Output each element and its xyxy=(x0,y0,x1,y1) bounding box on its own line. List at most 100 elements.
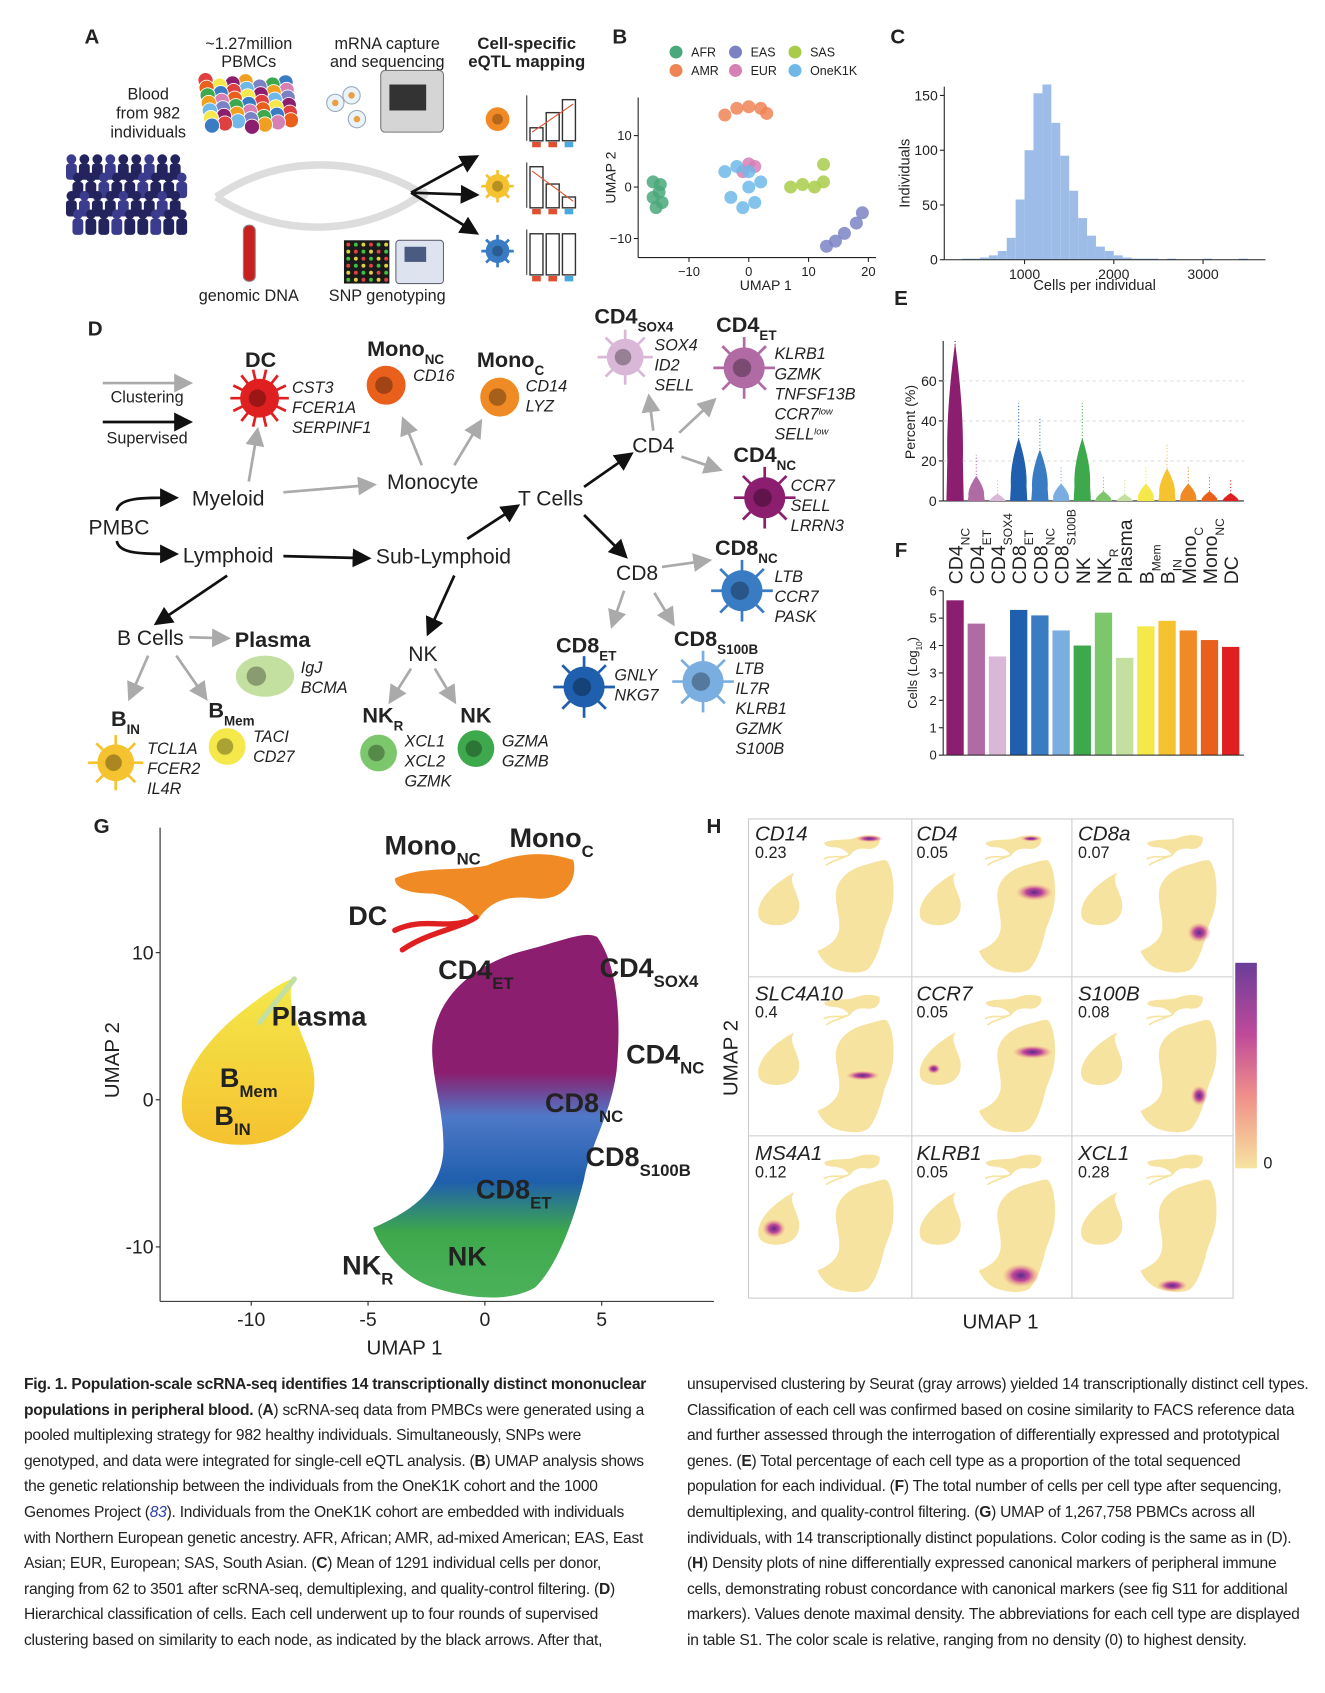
density-plot xyxy=(1081,994,1217,1133)
gene-label: SOX4 xyxy=(654,337,697,355)
category-label: NKR xyxy=(1094,548,1121,584)
hub-node: Monocyte xyxy=(387,471,478,494)
density-hotspot xyxy=(1015,883,1053,901)
a-text: genomic DNA xyxy=(199,287,299,305)
y-tick-label: 5 xyxy=(929,611,936,626)
category-label-sub: SOX4 xyxy=(1001,513,1015,545)
supervised-arrow xyxy=(115,540,180,564)
snp-dot xyxy=(346,242,351,247)
histogram-bar xyxy=(1069,190,1079,260)
a-text: eQTL mapping xyxy=(468,52,585,71)
flow-curve xyxy=(214,161,430,201)
hub-node: PMBC xyxy=(89,516,150,539)
umap-label-main: CD4 xyxy=(600,953,654,983)
umap-cluster xyxy=(1104,1192,1117,1208)
cell xyxy=(485,174,510,199)
clustering-arrow xyxy=(388,667,413,705)
a-text: PBMCs xyxy=(221,53,276,71)
gene-name: SELL xyxy=(774,425,814,443)
cell-label: CD4SOX4 xyxy=(594,304,674,335)
mini-bar xyxy=(561,196,577,209)
person-head xyxy=(92,191,103,201)
caption-text: ) scRNA-seq data from PMBCs were generat… xyxy=(24,1401,644,1470)
cell-label-main: Mono xyxy=(477,347,535,372)
density-plot xyxy=(919,994,1056,1133)
snp-dot xyxy=(369,242,373,247)
a-text: Cell-specific xyxy=(477,34,576,53)
category-label-main: CD4 xyxy=(946,545,968,584)
category-label-main: CD8 xyxy=(1009,545,1031,584)
person-head xyxy=(111,209,122,220)
snp-dot xyxy=(376,249,381,254)
snp-dot xyxy=(369,270,373,275)
umap-cluster xyxy=(919,873,961,926)
umap-cluster xyxy=(984,853,1012,866)
umap-label-main: B xyxy=(220,1063,240,1093)
nucleus xyxy=(492,245,503,257)
umap-cluster xyxy=(758,1033,800,1085)
clustering-arrow xyxy=(245,426,265,482)
gene-label: LRRN3 xyxy=(791,517,844,535)
scatter-point xyxy=(649,201,663,215)
umap-cluster xyxy=(817,1179,894,1293)
person-body xyxy=(124,218,136,235)
cell-nucleus xyxy=(614,348,632,366)
umap-cluster xyxy=(823,1173,851,1186)
marker-gene: KLRB1 xyxy=(916,1142,981,1165)
allele-square xyxy=(564,141,574,148)
bar xyxy=(967,623,985,756)
x-tick-label: 1000 xyxy=(1009,266,1040,282)
snp-dot xyxy=(376,270,381,275)
category-label-main: CD4 xyxy=(967,545,989,584)
umap-cluster xyxy=(1140,1179,1217,1293)
a-text: individuals xyxy=(110,124,186,142)
umap-label-sub: NC xyxy=(680,1058,704,1077)
violin xyxy=(1094,491,1113,501)
marker-gene: SLC4A10 xyxy=(755,982,844,1005)
umap-label-sub: C xyxy=(582,842,594,861)
violin xyxy=(1116,494,1134,501)
density-hotspot xyxy=(762,1219,786,1238)
person-head xyxy=(131,154,142,165)
supervised-arrow xyxy=(283,548,372,568)
snp-dot xyxy=(361,256,366,261)
gene-label: FCER2 xyxy=(147,760,200,778)
marker-max: 0.05 xyxy=(916,1004,948,1022)
scatter-point xyxy=(817,175,830,189)
histogram-bar xyxy=(1033,93,1043,260)
umap-cluster xyxy=(1147,994,1203,1016)
gene-label: PASK xyxy=(774,608,817,626)
marker-max: 0.05 xyxy=(916,844,948,862)
person-head xyxy=(163,209,174,220)
snp-dot xyxy=(353,263,358,268)
supervised-arrow xyxy=(153,574,228,626)
density-hotspot xyxy=(1187,922,1211,943)
umap-cluster xyxy=(919,1193,961,1245)
gene-label: KLRB1 xyxy=(736,700,787,718)
cell-label: CD4ET xyxy=(716,312,777,342)
person-head xyxy=(118,154,129,165)
umap-cluster xyxy=(758,873,800,926)
y-tick-label: 20 xyxy=(921,453,937,469)
panel-letter: B xyxy=(612,25,627,48)
gene-label: XCL1 xyxy=(404,732,446,750)
caption-text: ) Total percentage of each cell type as … xyxy=(687,1452,1241,1496)
density-hotspot xyxy=(1157,1279,1188,1292)
density-hotspot xyxy=(1012,1045,1053,1059)
gene-label: LTB xyxy=(736,660,765,678)
person-head xyxy=(124,209,135,220)
histogram-bar xyxy=(997,250,1007,260)
cell-nucleus xyxy=(488,388,507,406)
caption-text: ) Density plots of nine differentially e… xyxy=(687,1555,1300,1649)
umap-cluster xyxy=(1140,860,1217,973)
mini-trend xyxy=(531,103,574,133)
nucleus xyxy=(332,99,339,107)
clustering-arrow xyxy=(453,418,483,466)
category-label: BMem xyxy=(1136,544,1163,584)
allele-square xyxy=(532,208,541,215)
sequencer-screen xyxy=(389,84,427,111)
gene-sup: low xyxy=(819,405,834,416)
bar xyxy=(1073,645,1091,756)
umap-cluster xyxy=(942,1032,956,1048)
